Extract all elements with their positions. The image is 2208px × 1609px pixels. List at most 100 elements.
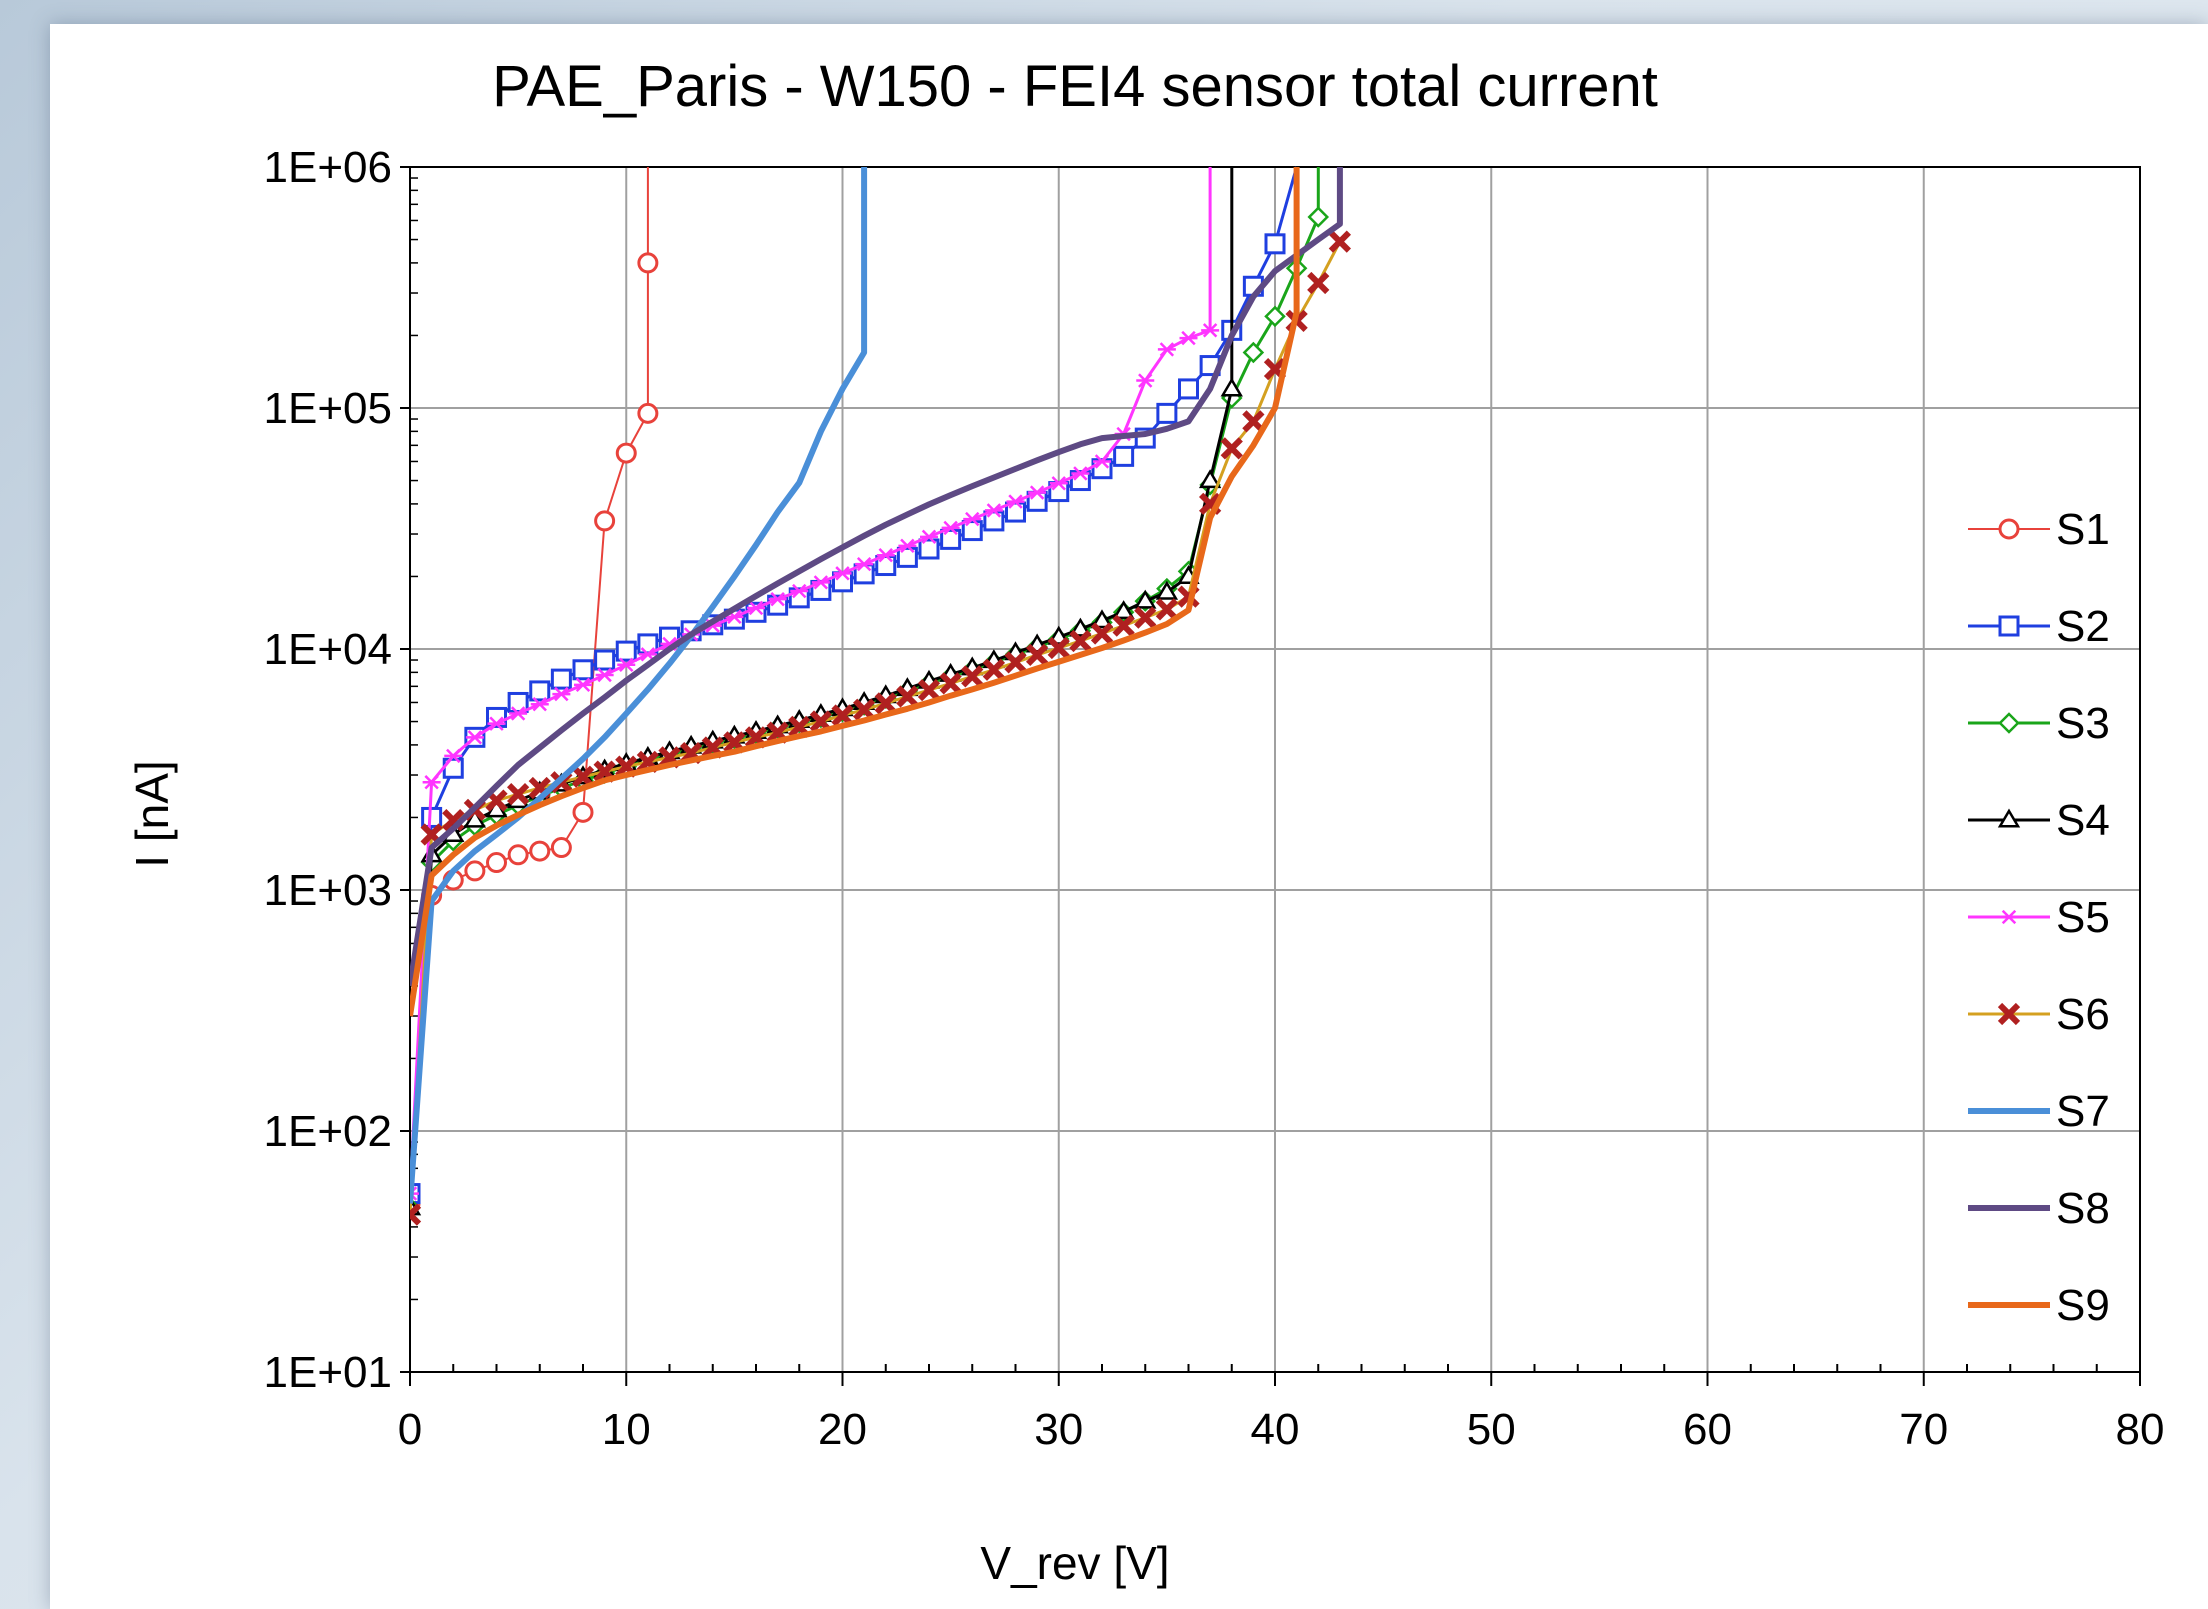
legend-label: S6 <box>2056 990 2110 1039</box>
data-point <box>747 600 765 616</box>
data-point <box>574 677 592 693</box>
data-point <box>1307 271 1330 295</box>
series-s9 <box>410 167 1300 1017</box>
data-point <box>1134 589 1157 609</box>
data-point <box>941 520 960 536</box>
y-tick-label: 1E+04 <box>264 625 392 674</box>
y-tick-label: 1E+05 <box>264 384 392 433</box>
data-point <box>421 806 443 828</box>
data-point <box>961 520 983 542</box>
x-tick-label: 60 <box>1683 1405 1732 1454</box>
data-point <box>550 837 572 859</box>
series-layer <box>410 166 1351 1226</box>
chart-panel: PAE_Paris - W150 - FEI4 sensor total cur… <box>50 24 2208 1609</box>
axes-layer: 0 10 20 30 40 50 60 70 80 1E+01 1E+02 1E+03 1E+04 1E+… <box>264 143 2165 1454</box>
data-point <box>617 657 636 672</box>
x-tick-label: 40 <box>1251 1405 1300 1454</box>
data-point <box>874 692 897 715</box>
legend-label: S9 <box>2056 1281 2110 1330</box>
data-point <box>898 538 917 554</box>
data-point <box>1047 636 1070 660</box>
data-point <box>1998 615 2020 637</box>
data-point <box>550 668 572 690</box>
legend-item-s6: S6 <box>1968 990 2110 1039</box>
data-point <box>939 672 962 695</box>
data-point <box>1220 437 1243 460</box>
data-point <box>410 1203 422 1226</box>
data-point <box>1113 445 1135 467</box>
data-point <box>509 706 528 721</box>
data-point <box>572 659 594 681</box>
series-s4 <box>410 167 1243 1216</box>
x-tick-label: 50 <box>1467 1405 1516 1454</box>
data-point <box>961 665 984 688</box>
data-point <box>768 591 787 607</box>
legend-label: S5 <box>2056 893 2110 942</box>
data-point <box>811 575 830 590</box>
line-chart: PAE_Paris - W150 - FEI4 sensor total cur… <box>126 54 2165 1589</box>
series-s2 <box>410 166 1299 1205</box>
data-point <box>637 252 659 274</box>
data-point <box>1242 341 1265 364</box>
data-point <box>637 402 659 424</box>
data-point <box>1028 485 1047 500</box>
legend-item-s4: S4 <box>1968 796 2110 845</box>
series-line <box>410 167 1300 1017</box>
data-point <box>1069 617 1092 637</box>
legend-item-s1: S1 <box>1968 505 2110 554</box>
legend-label: S3 <box>2056 699 2110 748</box>
data-point <box>1242 410 1265 433</box>
data-point <box>963 511 982 527</box>
data-point <box>1134 606 1157 629</box>
data-point <box>486 852 507 874</box>
y-tick-label: 1E+01 <box>264 1348 392 1397</box>
data-point <box>1998 518 2020 540</box>
legend-label: S2 <box>2056 602 2110 651</box>
data-point <box>1090 622 1114 645</box>
data-point <box>1198 469 1222 489</box>
legend-item-s8: S8 <box>1968 1184 2110 1233</box>
data-point <box>615 640 637 662</box>
data-point <box>855 556 874 572</box>
data-point <box>2000 909 2018 925</box>
legend-label: S8 <box>2056 1184 2110 1233</box>
x-tick-label: 10 <box>602 1405 651 1454</box>
x-tick-label: 30 <box>1034 1405 1083 1454</box>
data-point <box>1090 609 1114 629</box>
data-point <box>1071 466 1090 481</box>
data-point <box>1112 600 1135 620</box>
plot-frame <box>409 166 2141 1373</box>
data-point <box>422 775 441 790</box>
y-axis-title: I [nA] <box>126 760 178 867</box>
data-point <box>918 538 940 560</box>
data-point <box>1997 808 2021 828</box>
data-point <box>1006 494 1025 509</box>
data-point <box>507 691 529 713</box>
data-point <box>529 680 551 702</box>
data-point <box>876 548 895 563</box>
data-point <box>1004 651 1027 674</box>
data-point <box>1049 476 1068 491</box>
x-axis-title: V_rev [V] <box>980 1537 1169 1589</box>
x-tick-label: 80 <box>2116 1405 2165 1454</box>
data-point <box>1220 377 1243 397</box>
legend: S1 S2 S3 S4 S5 S6 S7 S8 S9 <box>1968 505 2110 1330</box>
data-point <box>444 748 463 764</box>
data-point <box>940 528 962 550</box>
data-point <box>463 808 487 828</box>
data-point <box>983 510 1005 532</box>
data-point <box>917 679 941 702</box>
series-line <box>410 167 649 1204</box>
legend-item-s3: S3 <box>1968 699 2110 748</box>
data-point <box>853 698 876 721</box>
x-tick-label: 20 <box>818 1405 867 1454</box>
data-point <box>595 667 614 683</box>
data-point <box>1179 330 1198 346</box>
series-s8 <box>410 167 1343 987</box>
data-point <box>530 697 549 712</box>
data-point <box>1069 629 1092 653</box>
data-point <box>1201 323 1220 338</box>
data-point <box>529 840 551 862</box>
data-point <box>1155 580 1179 600</box>
data-point <box>464 860 486 882</box>
